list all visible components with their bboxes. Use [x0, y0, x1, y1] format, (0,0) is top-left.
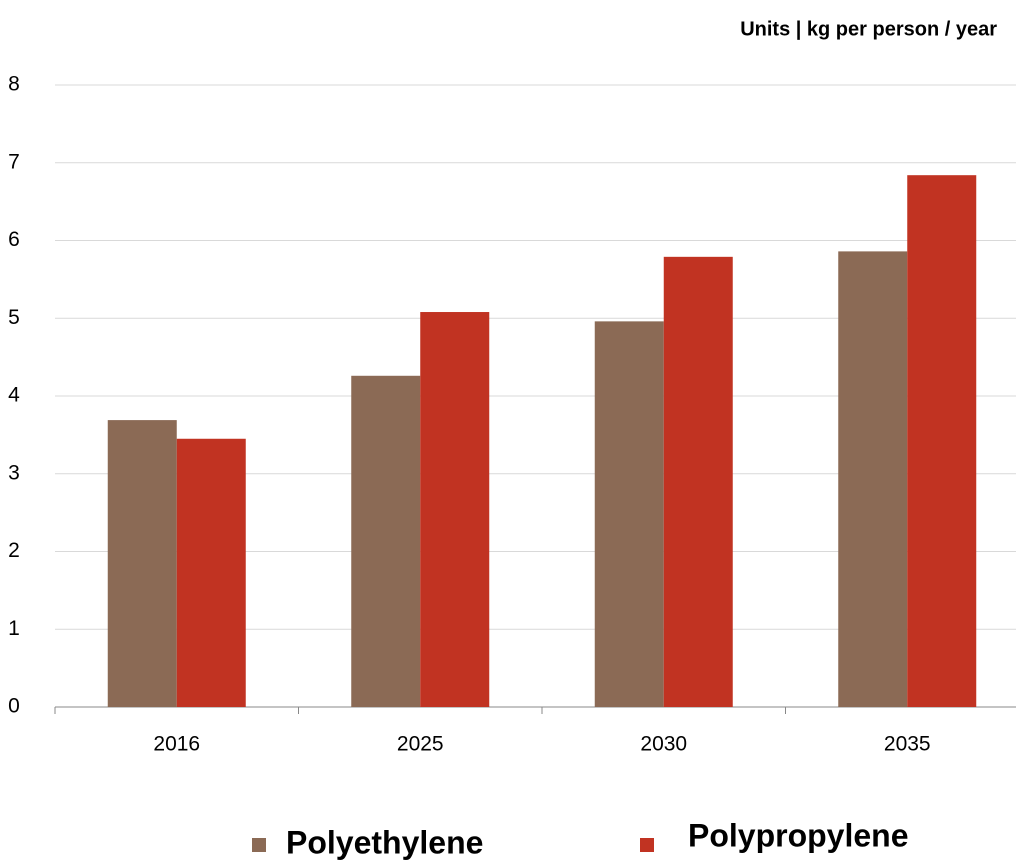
bar: [351, 375, 421, 707]
x-tick-label: 2016: [153, 733, 200, 756]
y-tick-label: 1: [8, 617, 20, 640]
x-tick-label: 2025: [397, 733, 444, 756]
bar: [107, 420, 177, 707]
y-tick-label: 3: [8, 461, 20, 484]
chart-title: Units | kg per person / year: [740, 18, 997, 40]
legend-swatch: [640, 838, 654, 852]
bar: [838, 251, 908, 707]
bar: [907, 175, 977, 707]
y-tick-label: 7: [8, 150, 20, 173]
bar: [176, 438, 246, 707]
y-tick-label: 2: [8, 539, 20, 562]
y-tick-label: 5: [8, 306, 20, 329]
bar: [663, 256, 733, 707]
legend-label: Polyethylene: [286, 824, 483, 860]
x-tick-label: 2035: [884, 733, 931, 756]
y-tick-label: 4: [8, 384, 20, 407]
y-tick-label: 6: [8, 228, 20, 251]
bar: [594, 321, 664, 707]
bar: [420, 312, 490, 707]
y-tick-label: 0: [8, 695, 20, 718]
legend-label: Polypropylene: [688, 817, 909, 853]
legend-swatch: [252, 838, 266, 852]
x-tick-label: 2030: [640, 733, 687, 756]
y-tick-label: 8: [8, 73, 20, 96]
